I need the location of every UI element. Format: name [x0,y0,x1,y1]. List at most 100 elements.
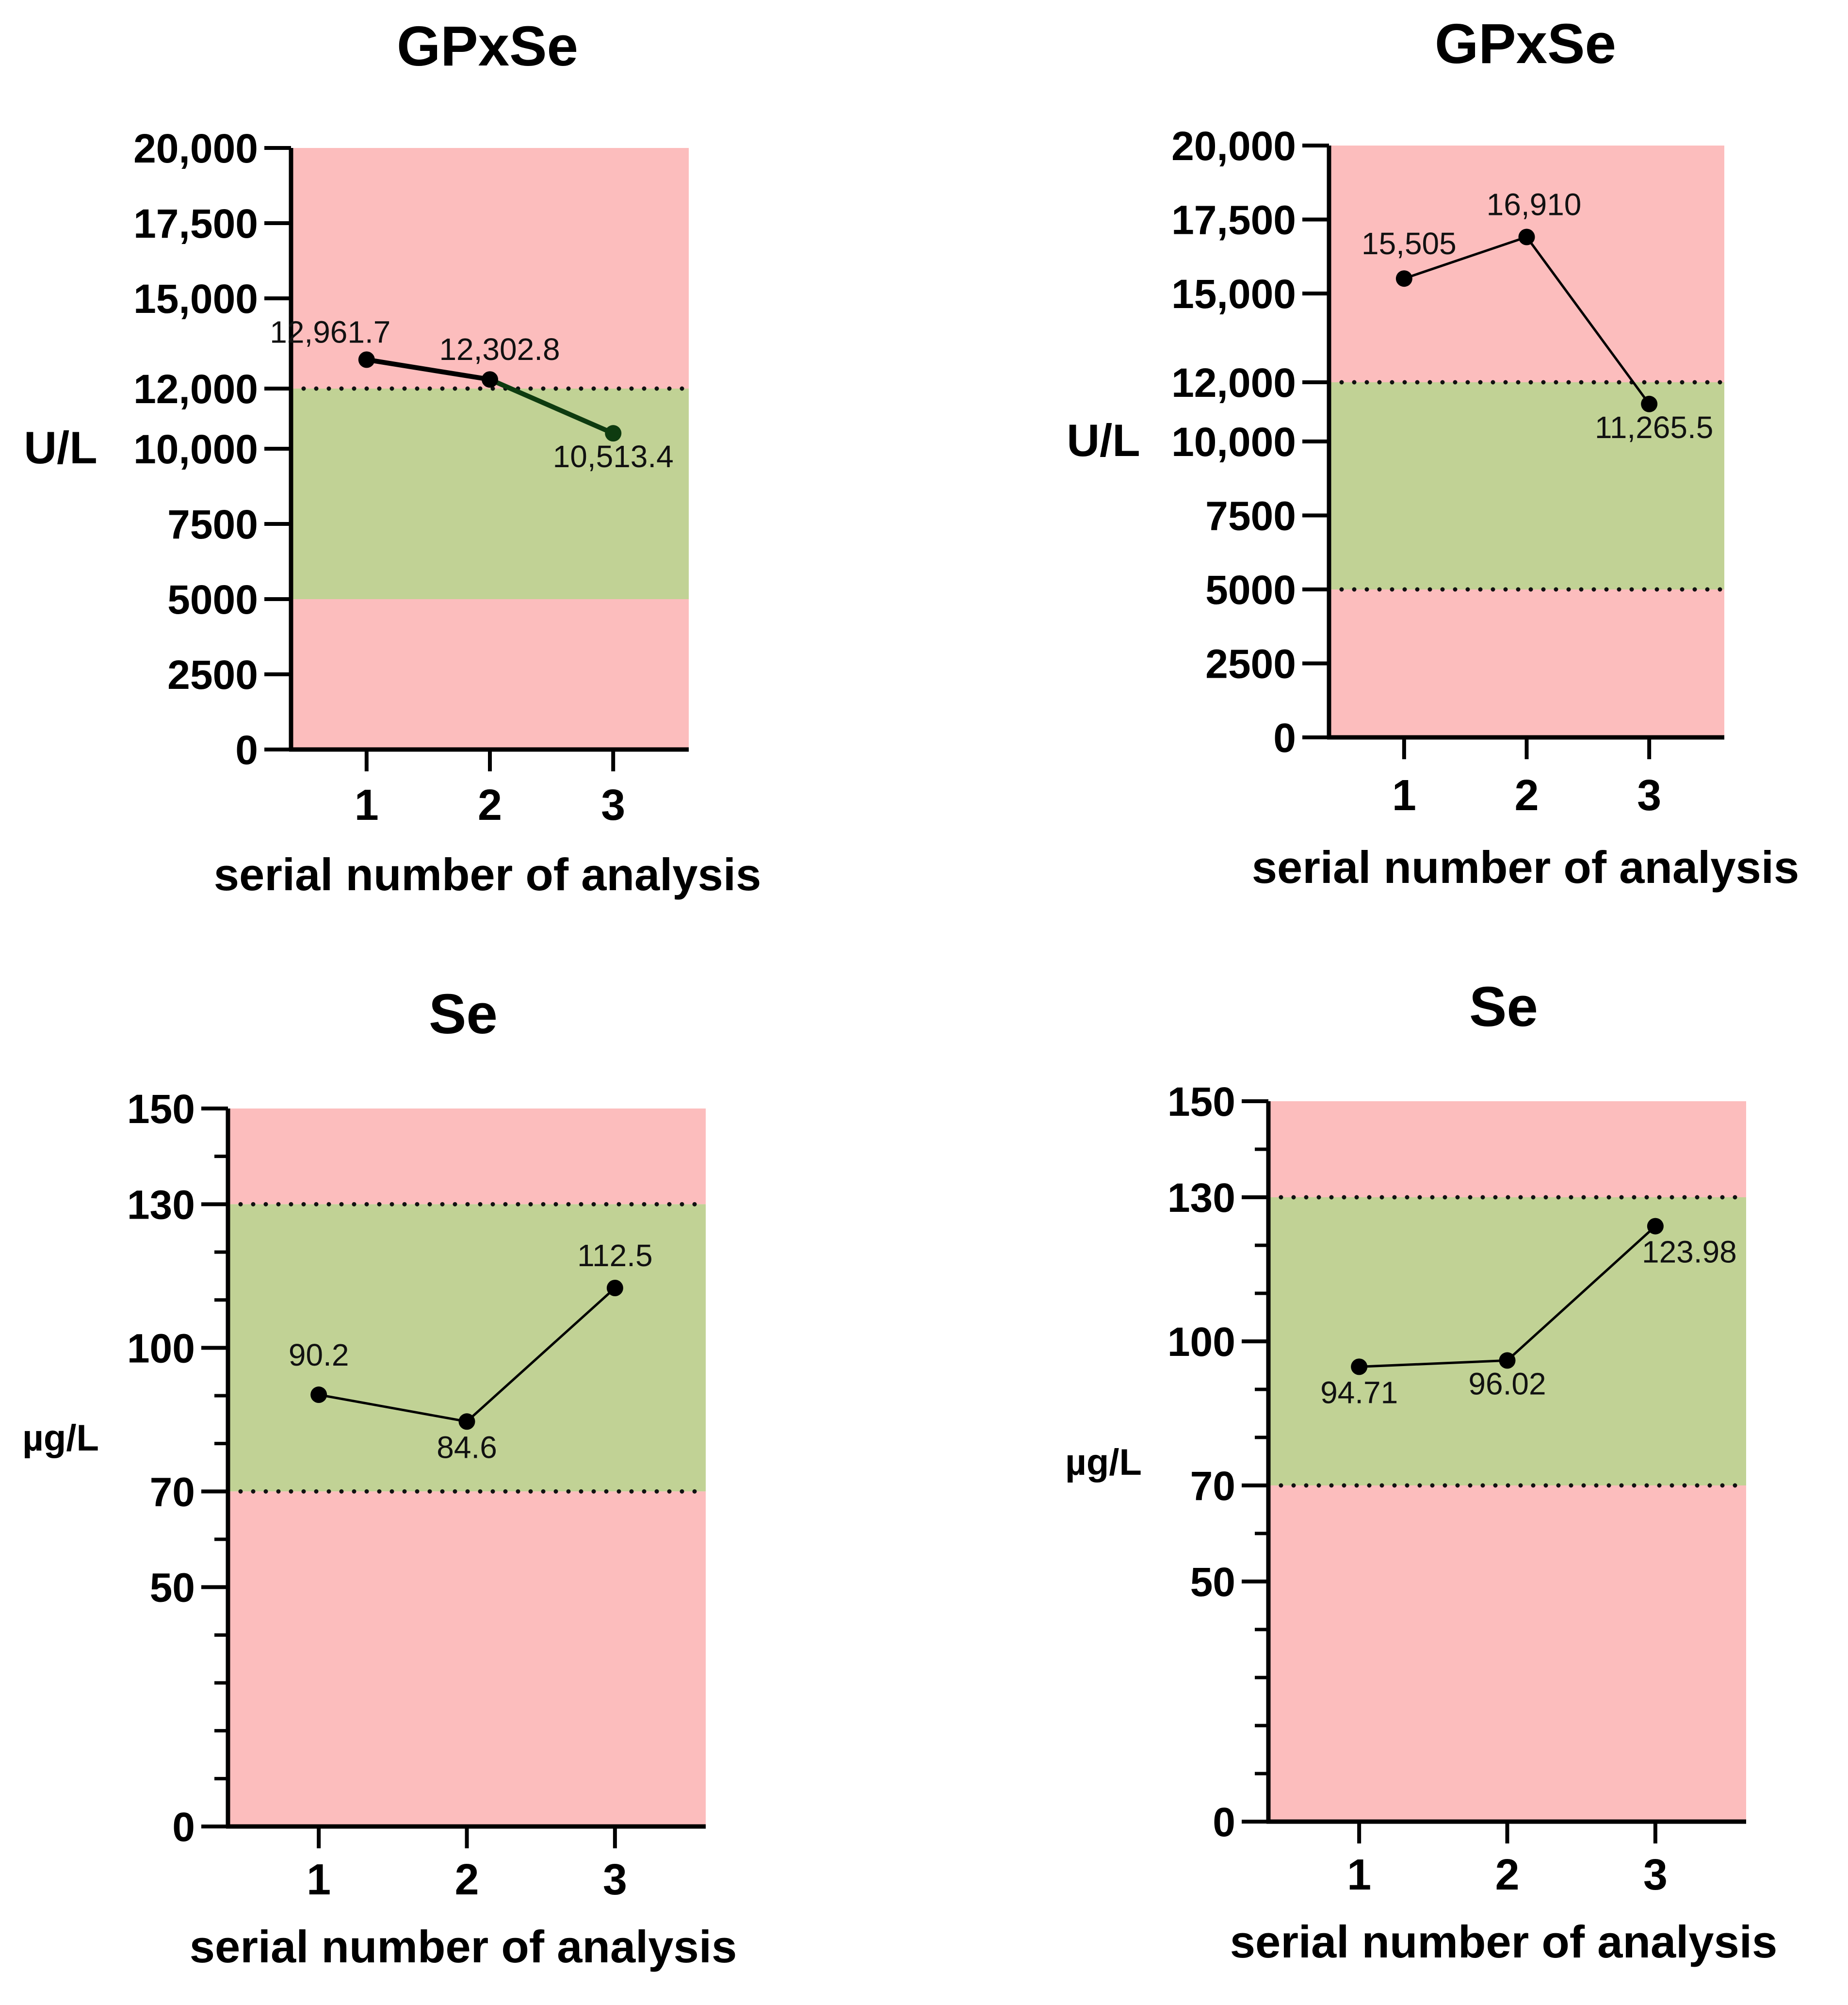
y-tick-label: 0 [1273,715,1296,761]
y-tick-label: 5000 [167,577,258,622]
data-label: 96.02 [1468,1366,1546,1401]
data-label: 12,961.7 [270,314,390,349]
data-point [1518,228,1535,245]
series-line-segment [1404,236,1527,280]
x-tick-label: 1 [1392,771,1416,820]
x-axis-label: serial number of analysis [190,1921,737,1972]
y-tick-label: 10,000 [1171,419,1296,465]
x-axis-label: serial number of analysis [1230,1916,1777,1967]
chart-panel-3: 0 50 70 100 130 150 1 2 3 90.2 84.6 112.5 Se µg/L seri… [22,982,737,1972]
series-line-segment [1525,236,1651,405]
x-tick-label: 3 [601,781,625,830]
y-tick-label: 0 [235,727,258,773]
data-label: 84.6 [437,1430,497,1465]
x-tick-label: 2 [1514,771,1539,820]
y-tick-label: 100 [1167,1319,1235,1365]
x-axis-label: serial number of analysis [1252,842,1799,893]
y-tick-label: 70 [1190,1463,1235,1509]
data-point [1395,270,1412,287]
x-tick-label: 3 [1643,1851,1668,1899]
series-line-segment [466,1287,616,1423]
series-line-segment [318,1393,467,1423]
band-below-range [1268,1485,1746,1822]
data-label: 123.98 [1642,1235,1737,1270]
band-below-range [228,1491,706,1826]
data-point [458,1413,475,1430]
data-label: 12,302.8 [439,332,560,367]
x-tick-label: 1 [1347,1851,1371,1899]
data-point [358,351,375,368]
y-tick-label: 20,000 [133,126,258,171]
chart-title: Se [1469,975,1538,1038]
x-tick-label: 1 [355,781,379,830]
x-tick-label: 2 [1495,1851,1519,1899]
data-label: 15,505 [1362,226,1457,261]
y-tick-label: 7500 [1205,493,1296,539]
data-label: 112.5 [577,1238,652,1273]
series-line-segment [366,357,490,382]
data-label: 16,910 [1487,187,1582,222]
x-tick-label: 2 [454,1856,479,1904]
y-axis-label: µg/L [22,1418,99,1459]
band-reference-range [291,389,689,599]
series-line-segment [1506,1225,1656,1362]
chart-panel-1: 0 2500 5000 7500 10,000 12,000 15,000 17,500 20,… [24,15,761,900]
x-tick-label: 1 [307,1856,331,1904]
x-tick-label: 3 [603,1856,627,1904]
chart-panel-2: 0 2500 5000 7500 10,000 12,000 15,000 17,500 20,… [1067,12,1799,893]
y-tick-label: 15,000 [1171,271,1296,317]
y-tick-label: 2500 [1205,641,1296,687]
x-tick-label: 3 [1637,771,1661,820]
x-axis-label: serial number of analysis [214,849,761,900]
y-tick-label: 50 [150,1565,195,1611]
y-tick-label: 130 [127,1182,195,1227]
y-tick-label: 100 [127,1325,195,1371]
band-above-range [1329,146,1724,382]
y-tick-label: 7500 [167,502,258,547]
band-reference-range [228,1204,706,1492]
y-tick-label: 12,000 [133,366,258,412]
band-below-range [291,599,689,750]
chart-panel-4: 0 50 70 100 130 150 1 2 3 94.71 96.02 123.98 Se µg/L s… [1065,975,1777,1967]
y-tick-label: 50 [1190,1559,1235,1605]
series-line-segment [488,377,615,436]
y-axis-label: U/L [1067,415,1140,466]
data-point [482,371,498,388]
data-point [1351,1358,1368,1375]
y-tick-label: 0 [1213,1799,1235,1845]
band-above-range [228,1108,706,1205]
y-tick-label: 0 [172,1804,195,1850]
chart-title: Se [429,982,498,1045]
data-label: 94.71 [1320,1375,1398,1410]
x-tick-label: 2 [478,781,502,830]
data-point [1647,1218,1664,1235]
band-below-range [1329,589,1724,737]
data-point [605,425,622,442]
y-tick-label: 130 [1167,1175,1235,1221]
y-tick-label: 2500 [167,652,258,698]
y-axis-label: µg/L [1065,1442,1142,1483]
y-tick-label: 5000 [1205,567,1296,613]
data-label: 11,265.5 [1595,410,1713,445]
band-reference-range [1329,382,1724,589]
data-label: 90.2 [289,1337,349,1372]
y-tick-label: 150 [127,1086,195,1132]
band-reference-range [1268,1197,1746,1485]
series-line-segment [1359,1359,1508,1368]
y-axis-label: U/L [24,422,97,473]
y-tick-label: 17,500 [1171,197,1296,243]
data-label: 10,513.4 [553,439,674,474]
y-tick-label: 150 [1167,1079,1235,1125]
y-tick-label: 70 [150,1469,195,1515]
chart-title: GPxSe [397,15,578,78]
data-point [606,1280,623,1296]
chart-title: GPxSe [1435,12,1616,75]
data-point [1641,395,1658,412]
band-above-range [1268,1101,1746,1197]
y-tick-label: 20,000 [1171,123,1296,169]
y-tick-label: 10,000 [133,426,258,472]
y-tick-label: 12,000 [1171,360,1296,406]
y-tick-label: 15,000 [133,276,258,322]
data-point [310,1386,327,1403]
